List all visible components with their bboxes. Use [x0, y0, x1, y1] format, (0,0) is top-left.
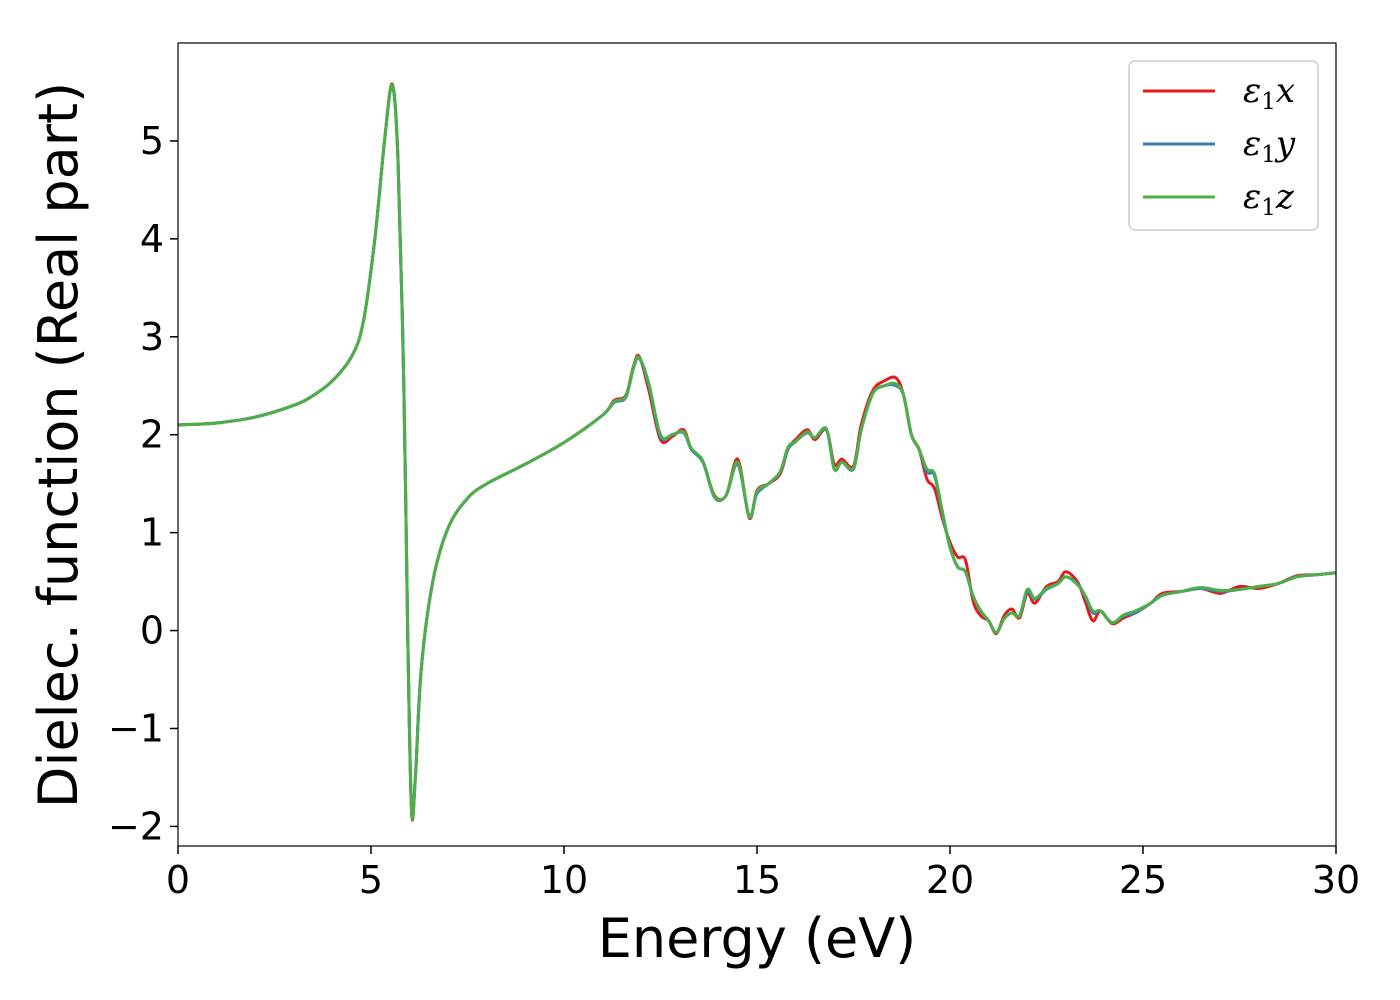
x-tick-label: 25	[1119, 858, 1167, 902]
x-tick-label: 15	[733, 858, 781, 902]
legend: ε1x ε1y ε1z	[1128, 60, 1319, 231]
y-tick-label: 5	[140, 119, 164, 163]
y-tick-label: 1	[140, 511, 164, 555]
y-tick-label: 0	[140, 609, 164, 653]
y-axis-label: Dielec. function (Real part)	[27, 82, 90, 808]
series-line-eps1z	[178, 83, 1336, 821]
legend-label-eps1z: ε1z	[1243, 177, 1295, 221]
x-tick-label: 0	[166, 858, 190, 902]
y-tick-label: 4	[140, 217, 164, 261]
y-tick-label: 3	[140, 315, 164, 359]
y-tick-label: −2	[108, 804, 164, 848]
x-tick-label: 5	[359, 858, 383, 902]
y-tick-label: −1	[108, 706, 164, 750]
legend-box	[1128, 60, 1319, 231]
x-axis: 0 5 10 15 20 25 30	[166, 846, 1360, 902]
legend-label-eps1y: ε1y	[1243, 124, 1296, 168]
x-tick-label: 20	[926, 858, 974, 902]
x-tick-label: 10	[540, 858, 588, 902]
y-tick-label: 2	[140, 413, 164, 457]
legend-label-eps1x: ε1x	[1243, 71, 1295, 115]
x-axis-label: Energy (eV)	[598, 907, 917, 970]
x-tick-label: 30	[1312, 858, 1360, 902]
y-axis: −2 −1 0 1 2 3 4 5	[108, 119, 178, 848]
series-layer	[178, 82, 1336, 822]
